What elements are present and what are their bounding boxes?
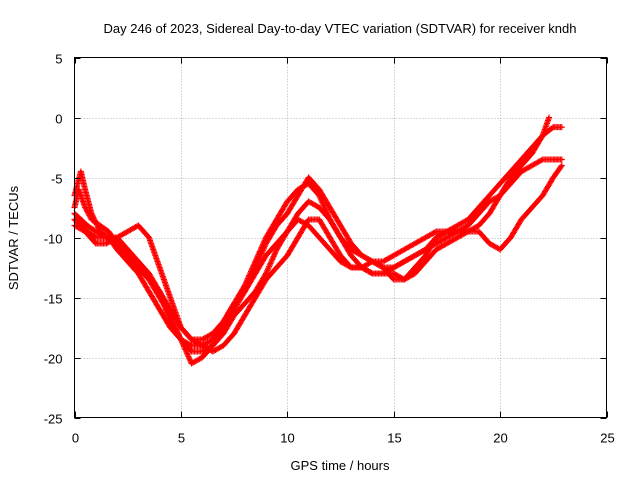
data-point: [91, 217, 98, 224]
data-point: [155, 287, 162, 294]
y-tick-label: -15: [44, 292, 63, 307]
data-point: [346, 263, 353, 270]
y-tick-label: -10: [44, 232, 63, 247]
data-point: [557, 163, 564, 170]
data-point: [95, 225, 102, 232]
data-point: [538, 157, 545, 164]
data-point: [91, 216, 98, 223]
y-tick-label: -20: [44, 352, 63, 367]
data-point: [93, 220, 100, 227]
data-point: [368, 269, 375, 276]
data-point: [558, 162, 565, 169]
data-point: [443, 228, 450, 235]
data-point: [89, 213, 96, 220]
data-point: [94, 222, 101, 229]
data-point: [90, 214, 97, 221]
y-axis-label: SDTVAR / TECUs: [6, 185, 21, 290]
series-track-4: [71, 216, 450, 355]
data-point: [89, 211, 96, 218]
plot-border: [74, 57, 607, 418]
x-tick-label: 20: [493, 431, 507, 446]
data-point: [177, 335, 184, 342]
series-track-5: [71, 162, 565, 367]
data-point: [549, 125, 556, 132]
x-axis-label: GPS time / hours: [291, 458, 390, 473]
axis-ticks: 0 5 10 15 20 25 5 0 -5 -10 -15 -20 -25: [44, 52, 615, 446]
data-point: [95, 224, 102, 231]
data-point: [187, 341, 194, 348]
x-tick-label: 10: [280, 431, 294, 446]
y-tick-label: 5: [55, 52, 62, 67]
data-point: [88, 210, 95, 217]
y-tick-label: -5: [51, 172, 63, 187]
x-tick-label: 0: [72, 431, 79, 446]
data-point: [453, 229, 460, 236]
series-track-3: [71, 156, 565, 349]
y-tick-label: -25: [44, 412, 63, 427]
grid: [74, 57, 607, 418]
x-tick-label: 15: [387, 431, 401, 446]
data-point: [92, 218, 99, 225]
data-point: [558, 124, 565, 131]
data-point: [93, 221, 100, 228]
data-point: [558, 156, 565, 163]
data-point: [546, 114, 553, 121]
chart-title: Day 246 of 2023, Sidereal Day-to-day VTE…: [103, 21, 576, 36]
x-tick-label: 5: [178, 431, 185, 446]
data-points: [71, 114, 565, 367]
x-tick-label: 25: [600, 431, 614, 446]
y-tick-label: 0: [55, 112, 62, 127]
data-point: [442, 229, 449, 236]
data-point: [431, 229, 438, 236]
